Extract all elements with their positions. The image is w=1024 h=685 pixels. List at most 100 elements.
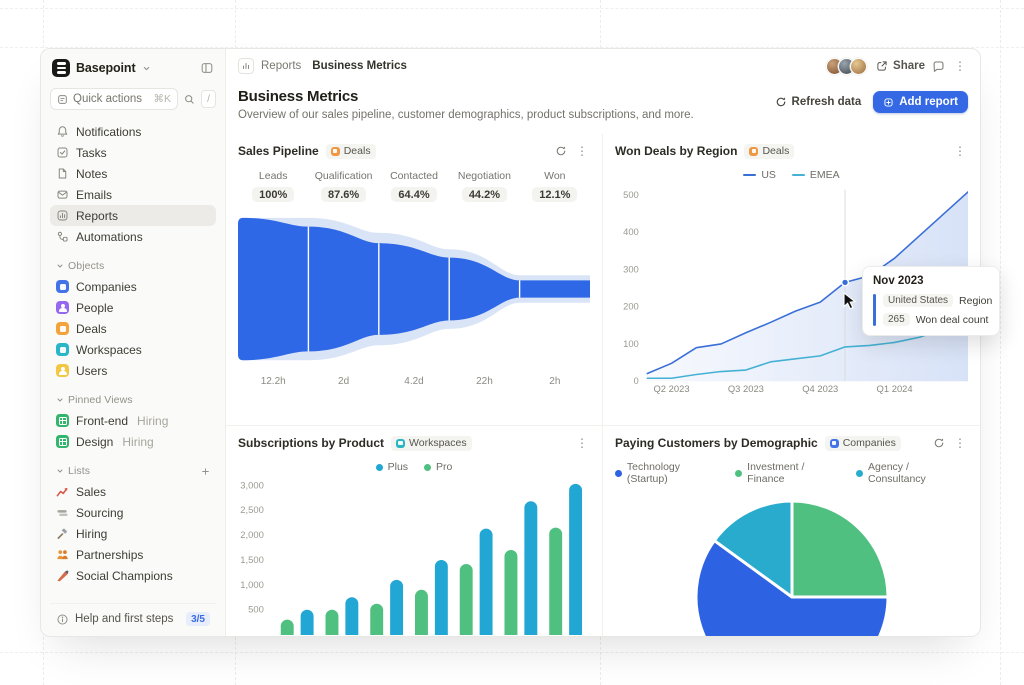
sidebar-item-suffix: Hiring — [122, 434, 154, 449]
workspace-name[interactable]: Basepoint — [76, 61, 136, 75]
stage-value: 87.6% — [321, 187, 367, 202]
refresh-data-button[interactable]: Refresh data — [775, 96, 861, 108]
tooltip-series-bar — [873, 294, 876, 326]
sidebar-item-label: Deals — [76, 321, 107, 336]
sidebar-item-label: Reports — [76, 208, 119, 223]
svg-text:Q1 2024: Q1 2024 — [877, 383, 913, 394]
sidebar-item-workspaces[interactable]: Workspaces — [50, 339, 216, 360]
card-more-icon[interactable]: ⋮ — [576, 436, 588, 450]
svg-text:300: 300 — [623, 263, 639, 274]
sidebar-item-label: Design — [76, 434, 114, 449]
stage-label: Leads — [258, 170, 288, 182]
tooltip-title: Nov 2023 — [873, 275, 924, 287]
avatar[interactable] — [850, 57, 868, 75]
breadcrumb-page[interactable]: Business Metrics — [312, 60, 407, 72]
object-tag-workspaces[interactable]: Workspaces — [391, 435, 472, 451]
legend-item-agency[interactable]: Agency / Consultancy — [856, 461, 968, 485]
svg-text:2,500: 2,500 — [240, 505, 264, 516]
sidebar-item-reports[interactable]: Reports — [50, 205, 216, 226]
legend-item-emea[interactable]: EMEA — [791, 169, 840, 181]
section-pinned-views[interactable]: Pinned Views — [56, 394, 210, 406]
slash-shortcut-key[interactable]: / — [201, 90, 216, 108]
quick-actions-input[interactable]: Quick actions ⌘K — [50, 88, 178, 110]
chevron-down-icon — [57, 469, 63, 473]
funnel-stages: Leads 100% Qualification 87.6% Contacted 64… — [238, 170, 590, 202]
svg-text:100: 100 — [623, 338, 639, 349]
sidebar-item-label: Emails — [76, 187, 113, 202]
bar-chart-icon — [57, 210, 68, 221]
toggle-sidebar-icon[interactable] — [200, 61, 214, 75]
card-title: Paying Customers by Demographic — [615, 436, 818, 450]
section-lists[interactable]: Lists — [56, 465, 210, 477]
sidebar-item-emails[interactable]: Emails — [50, 184, 216, 205]
legend-item-technology[interactable]: Technology (Startup) — [615, 461, 722, 485]
svg-text:2,000: 2,000 — [240, 530, 264, 541]
quick-actions-label: Quick actions — [73, 93, 143, 105]
sidebar-item-people[interactable]: People — [50, 297, 216, 318]
sidebar-item-deals[interactable]: Deals — [50, 318, 216, 339]
sidebar-item-label: Users — [76, 363, 108, 378]
plus-square-icon — [884, 97, 893, 107]
help-label: Help and first steps — [75, 613, 174, 625]
comments-icon[interactable] — [932, 60, 945, 73]
funnel-chart[interactable] — [238, 213, 590, 371]
sidebar-item-notes[interactable]: Notes — [50, 163, 216, 184]
report-breadcrumb-icon — [238, 58, 254, 74]
sidebar-item-design-view[interactable]: Design Hiring — [50, 431, 216, 452]
svg-text:Q3 2023: Q3 2023 — [728, 383, 764, 394]
pie-legend: Technology (Startup) Investment / Financ… — [615, 461, 968, 485]
sidebar-item-notifications[interactable]: Notifications — [50, 121, 216, 142]
topbar-more-icon[interactable]: ⋮ — [954, 59, 966, 73]
section-objects[interactable]: Objects — [56, 260, 210, 272]
investment-swatch — [735, 469, 743, 477]
breadcrumb-section[interactable]: Reports — [261, 60, 302, 72]
sidebar-item-frontend-view[interactable]: Front-end Hiring — [50, 410, 216, 431]
sidebar-item-label: Companies — [76, 279, 137, 294]
add-list-icon[interactable] — [201, 467, 210, 476]
sidebar-item-automations[interactable]: Automations — [50, 226, 216, 247]
card-refresh-icon[interactable] — [555, 145, 567, 157]
sidebar-item-sales-list[interactable]: Sales — [50, 481, 216, 502]
card-sales-pipeline: Sales Pipeline Deals ⋮ Leads 100% Qualifi… — [226, 134, 603, 426]
dart-emoji-icon — [57, 570, 69, 582]
object-tag-deals[interactable]: Deals — [325, 143, 376, 159]
workspace-logo — [52, 59, 70, 77]
search-icon[interactable] — [183, 93, 196, 106]
pie-chart[interactable] — [692, 497, 892, 636]
shortcut-hint: ⌘K — [153, 93, 171, 105]
collaborator-avatars[interactable] — [826, 57, 868, 75]
workspaces-tag-icon — [396, 438, 406, 448]
sidebar-item-label: Hiring — [76, 526, 108, 541]
duration-label: 2d — [338, 376, 350, 387]
sidebar-item-partnerships-list[interactable]: Partnerships — [50, 544, 216, 565]
object-tag-companies[interactable]: Companies — [824, 435, 901, 451]
legend-item-pro[interactable]: Pro — [424, 461, 452, 473]
sidebar-item-hiring-list[interactable]: Hiring — [50, 523, 216, 544]
chevron-down-icon[interactable] — [142, 64, 151, 73]
users-icon — [56, 364, 69, 377]
card-title: Subscriptions by Product — [238, 436, 385, 450]
card-more-icon[interactable]: ⋮ — [954, 436, 966, 450]
card-refresh-icon[interactable] — [933, 437, 945, 449]
help-and-first-steps[interactable]: Help and first steps 3/5 — [50, 603, 216, 628]
page-header: Business Metrics Overview of our sales p… — [226, 83, 980, 134]
sidebar-item-users[interactable]: Users — [50, 360, 216, 381]
legend-item-us[interactable]: US — [743, 169, 776, 181]
svg-text:1,000: 1,000 — [240, 580, 264, 591]
legend-item-plus[interactable]: Plus — [375, 461, 408, 473]
share-button[interactable]: Share — [876, 60, 925, 72]
envelope-icon — [57, 190, 68, 199]
sidebar-item-companies[interactable]: Companies — [50, 276, 216, 297]
sidebar-item-tasks[interactable]: Tasks — [50, 142, 216, 163]
card-more-icon[interactable]: ⋮ — [576, 144, 588, 158]
object-tag-deals[interactable]: Deals — [744, 143, 795, 159]
sidebar-item-sourcing-list[interactable]: Sourcing — [50, 502, 216, 523]
add-report-button[interactable]: Add report — [873, 91, 968, 113]
emea-series-swatch — [791, 173, 805, 177]
page-subtitle: Overview of our sales pipeline, customer… — [238, 109, 694, 121]
bar-chart[interactable]: 500 1,000 1,500 2,000 2,500 3,000 — [238, 475, 590, 635]
stage-value: 64.4% — [391, 187, 437, 202]
card-more-icon[interactable]: ⋮ — [954, 144, 966, 158]
sidebar-item-social-champions-list[interactable]: Social Champions — [50, 565, 216, 586]
legend-item-investment[interactable]: Investment / Finance — [735, 461, 843, 485]
